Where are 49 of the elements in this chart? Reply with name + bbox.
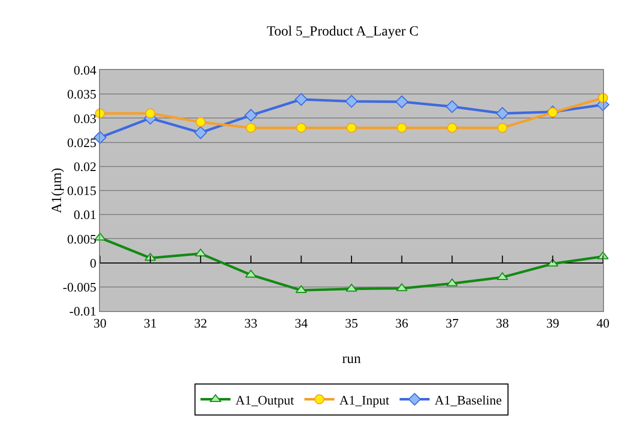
point bbox=[346, 284, 358, 292]
y-tick-label: 0.01 bbox=[74, 207, 96, 222]
point bbox=[244, 108, 258, 122]
point bbox=[547, 258, 558, 267]
x-tick-label: 37 bbox=[446, 316, 460, 331]
y-tick-label: 0 bbox=[90, 255, 96, 270]
point bbox=[396, 122, 407, 133]
point bbox=[296, 122, 306, 133]
point bbox=[196, 117, 206, 128]
point bbox=[447, 122, 458, 133]
y-axis-title: A1(µm) bbox=[50, 167, 66, 214]
chart-title: Tool 5_Product A_Layer C bbox=[266, 24, 419, 40]
point bbox=[497, 122, 508, 133]
y-tick-label: 0.03 bbox=[74, 110, 96, 126]
point bbox=[145, 108, 156, 118]
y-tick-label: -0.005 bbox=[62, 279, 96, 294]
point bbox=[194, 126, 207, 140]
point bbox=[345, 94, 358, 108]
x-tick-label: 39 bbox=[546, 316, 560, 331]
point bbox=[296, 285, 307, 294]
x-tick-label: 30 bbox=[94, 316, 106, 331]
point bbox=[396, 283, 408, 292]
y-tick-label: 0.015 bbox=[67, 183, 96, 198]
x-tick-label: 34 bbox=[294, 316, 308, 331]
x-tick-label: 31 bbox=[144, 316, 157, 331]
point bbox=[446, 100, 458, 113]
y-tick-label: 0.04 bbox=[74, 62, 97, 78]
point bbox=[245, 270, 257, 278]
x-axis-title: run bbox=[342, 352, 361, 367]
point bbox=[496, 272, 508, 280]
point bbox=[395, 95, 408, 108]
y-tick-label: 0.035 bbox=[67, 86, 96, 102]
y-tick-label: 0.025 bbox=[67, 134, 96, 150]
x-tick-label: 36 bbox=[395, 316, 409, 331]
point bbox=[496, 107, 509, 120]
x-tick-label: 40 bbox=[596, 316, 610, 331]
point bbox=[346, 122, 356, 133]
y-tick-label: 0.02 bbox=[74, 158, 96, 174]
point bbox=[294, 93, 308, 106]
legend-label: A1_Input bbox=[339, 392, 390, 408]
point bbox=[246, 122, 256, 133]
x-tick-label: 33 bbox=[244, 316, 258, 331]
legend-label: A1_Output bbox=[236, 392, 294, 408]
x-tick-label: 32 bbox=[194, 316, 208, 331]
y-tick-label: -0.01 bbox=[69, 304, 96, 319]
y-tick-label: 0.005 bbox=[67, 231, 96, 246]
x-tick-label: 35 bbox=[345, 316, 358, 331]
x-tick-label: 38 bbox=[496, 316, 509, 331]
legend-label: A1_Baseline bbox=[434, 392, 502, 408]
